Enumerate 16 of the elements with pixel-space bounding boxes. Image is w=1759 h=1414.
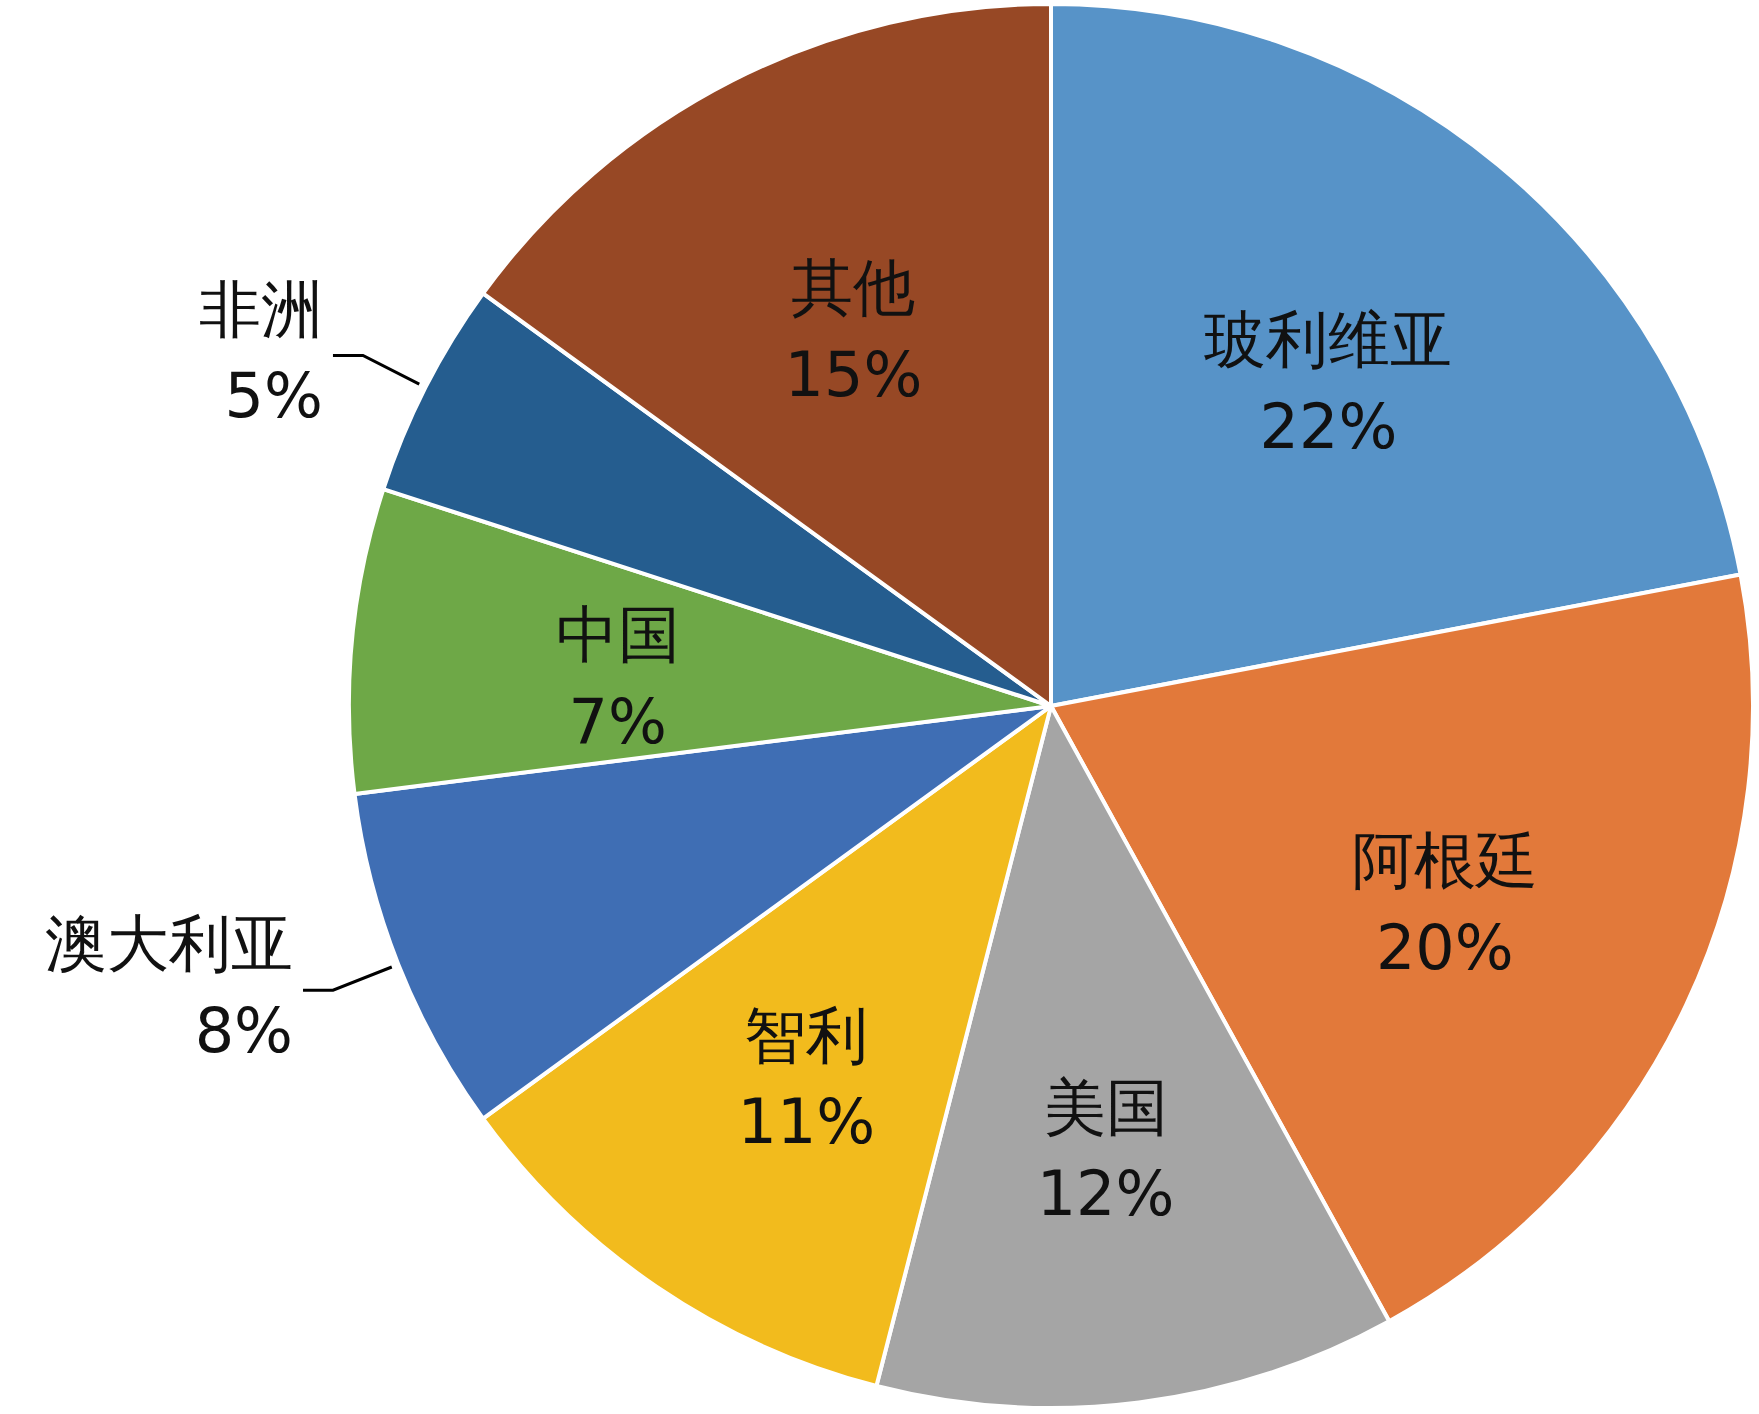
data-label: 7%: [568, 684, 667, 758]
data-label: 20%: [1375, 910, 1514, 984]
slice-label: 其他: [791, 250, 916, 324]
slice-label: 美国: [1043, 1070, 1168, 1144]
slice-label: 中国: [555, 597, 680, 671]
slice-label: 玻利维亚: [1204, 303, 1453, 377]
data-label: 22%: [1259, 390, 1398, 464]
data-label: 11%: [737, 1085, 876, 1159]
data-label: 12%: [1036, 1157, 1175, 1231]
data-label: 5%: [224, 359, 323, 433]
slice-label: 阿根廷: [1351, 824, 1538, 898]
slice-label: 非洲: [198, 272, 323, 346]
slice-label: 智利: [744, 998, 869, 1072]
data-label: 15%: [784, 337, 923, 411]
slice-label: 澳大利亚: [45, 907, 294, 981]
data-label: 8%: [194, 994, 294, 1068]
